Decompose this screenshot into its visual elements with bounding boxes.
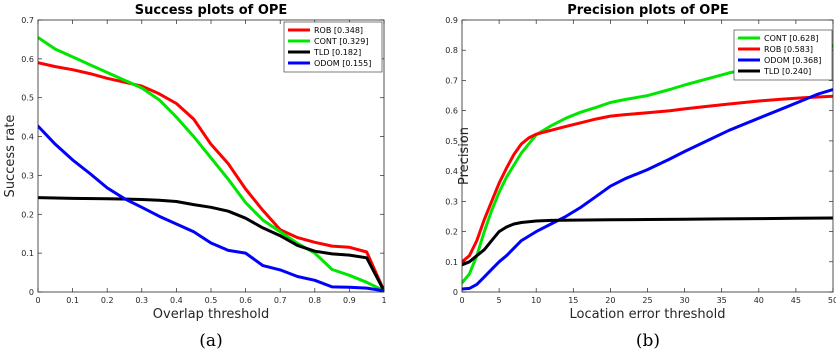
- legend-label: ROB [0.583]: [764, 45, 813, 54]
- y-tick-label: 0.1: [445, 258, 458, 267]
- x-tick-label: 0.6: [239, 296, 252, 305]
- y-tick-label: 0.8: [445, 46, 458, 55]
- series-line-cont: [462, 44, 833, 285]
- chart-title: Success plots of OPE: [135, 3, 288, 18]
- x-tick-label: 25: [642, 296, 652, 305]
- x-axis-label: Overlap threshold: [153, 307, 269, 322]
- y-tick-label: 0.3: [445, 197, 458, 206]
- legend-label: TLD [0.182]: [313, 48, 361, 57]
- y-tick-label: 0.4: [21, 133, 34, 142]
- x-tick-label: 0.8: [308, 296, 321, 305]
- precision-plot: 0 5 10 15 20 25 30 35 40 45 50 0 0.1 0.2 0.3 0.4 0.5 0.6 0…: [445, 3, 836, 351]
- success-plot: 0 0.1 0.2 0.3 0.4 0.5 0.6 0.7 0.8 0.9 1 0 0.1 0.2 0.3 0…: [3, 3, 387, 351]
- legend-label: ODOM [0.155]: [314, 59, 371, 68]
- x-tick-label: 1: [381, 296, 386, 305]
- x-tick-label: 0: [459, 296, 464, 305]
- legend-label: CONT [0.628]: [764, 34, 818, 43]
- series-line-tld: [38, 196, 384, 292]
- y-tick-label: 0.5: [445, 137, 458, 146]
- x-tick-label: 15: [568, 296, 578, 305]
- legend-label: ODOM [0.368]: [764, 56, 821, 65]
- y-axis-label: Precision: [457, 127, 472, 185]
- x-tick-label: 0.1: [66, 296, 79, 305]
- x-tick-label: 5: [497, 296, 502, 305]
- x-tick-label: 20: [605, 296, 615, 305]
- x-tick-label: 40: [754, 296, 764, 305]
- x-tick-label: 0.4: [170, 296, 183, 305]
- x-tick-label: 0.2: [101, 296, 114, 305]
- y-tick-label: 0.4: [445, 167, 458, 176]
- legend-label: CONT [0.329]: [314, 37, 368, 46]
- legend-label: TLD [0.240]: [763, 67, 811, 76]
- x-tick-label: 0: [35, 296, 40, 305]
- y-tick-label: 0.7: [445, 76, 458, 85]
- y-tick-label: 0: [29, 288, 34, 297]
- x-tick-label: 0.9: [343, 296, 356, 305]
- panel-caption: (b): [636, 331, 660, 351]
- x-tick-label: 35: [717, 296, 727, 305]
- y-tick-label: 0.9: [445, 16, 458, 25]
- x-tick-label: 0.5: [205, 296, 218, 305]
- y-axis-label: Success rate: [3, 115, 18, 198]
- chart-title: Precision plots of OPE: [567, 3, 729, 18]
- series-line-cont: [38, 36, 384, 292]
- y-tick-label: 0.2: [445, 228, 458, 237]
- x-tick-label: 0.3: [135, 296, 148, 305]
- panel-caption: (a): [199, 331, 222, 351]
- x-tick-label: 50: [828, 296, 836, 305]
- series-line-odom: [38, 124, 384, 292]
- series-line-tld: [462, 216, 833, 267]
- y-tick-label: 0: [453, 288, 458, 297]
- y-tick-label: 0.2: [21, 210, 34, 219]
- y-tick-label: 0.1: [21, 249, 34, 258]
- x-axis-label: Location error threshold: [570, 307, 726, 322]
- series-line-rob: [38, 61, 384, 292]
- y-tick-label: 0.7: [21, 16, 34, 25]
- y-tick-label: 0.5: [21, 94, 34, 103]
- y-tick-label: 0.6: [445, 107, 458, 116]
- series-line-odom: [462, 88, 833, 291]
- x-tick-label: 30: [680, 296, 690, 305]
- y-tick-label: 0.6: [21, 55, 34, 64]
- series-line-rob: [462, 94, 833, 264]
- y-tick-label: 0.3: [21, 171, 34, 180]
- x-tick-label: 10: [531, 296, 541, 305]
- x-tick-label: 45: [791, 296, 801, 305]
- x-tick-label: 0.7: [274, 296, 287, 305]
- legend-label: ROB [0.348]: [314, 26, 363, 35]
